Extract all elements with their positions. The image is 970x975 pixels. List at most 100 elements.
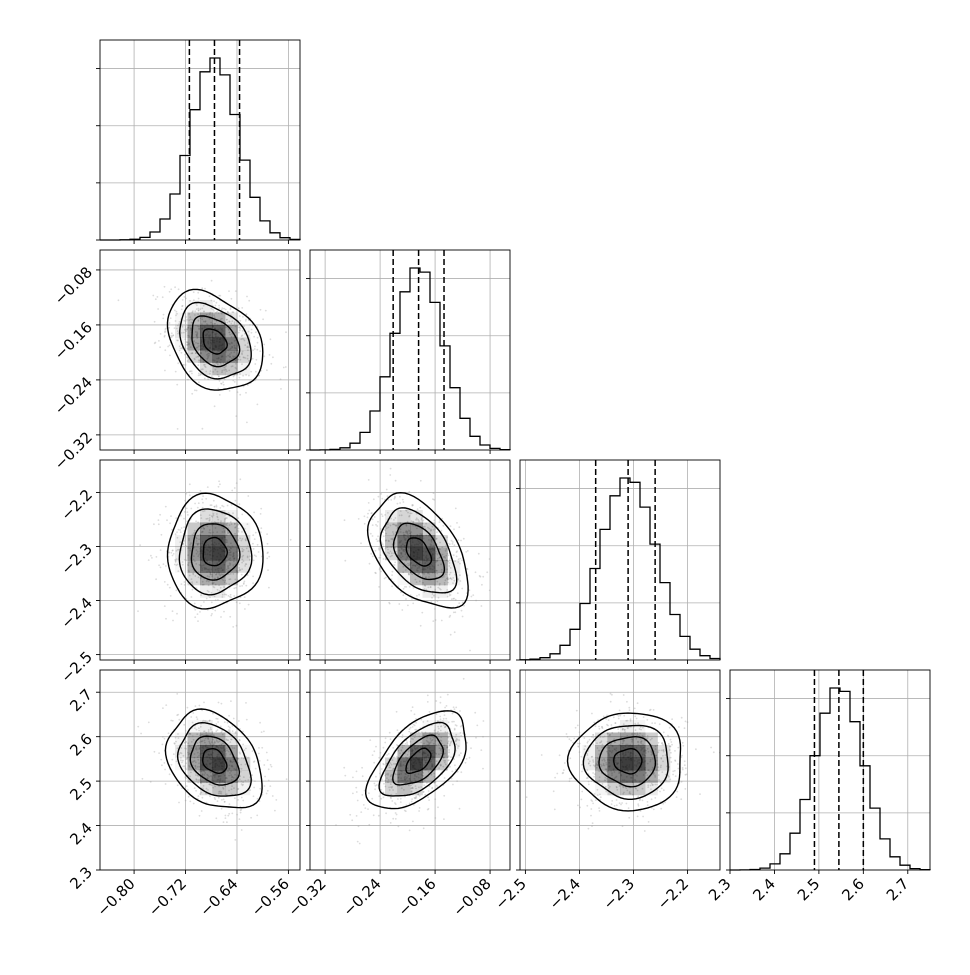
scatter-point	[406, 520, 409, 523]
scatter-point	[199, 514, 202, 516]
scatter-point	[195, 540, 198, 542]
contour-line-2	[191, 315, 241, 368]
scatter-point	[194, 727, 196, 729]
scatter-point	[197, 355, 200, 358]
scatter-point	[352, 792, 354, 795]
scatter-point	[399, 522, 402, 525]
scatter-point	[200, 527, 203, 530]
density-cell	[645, 782, 658, 796]
scatter-point	[227, 567, 229, 569]
scatter-point	[174, 559, 177, 562]
scatter-point	[204, 320, 207, 323]
scatter-point	[186, 511, 189, 513]
scatter-point	[421, 516, 424, 519]
scatter-point	[424, 731, 427, 734]
scatter-point	[241, 568, 244, 570]
scatter-point	[241, 555, 244, 558]
scatter-point	[405, 510, 408, 512]
scatter-point	[226, 522, 229, 525]
scatter-point	[592, 764, 595, 767]
scatter-point	[252, 349, 254, 351]
scatter-point	[609, 743, 612, 746]
scatter-point	[224, 518, 226, 521]
scatter-point	[655, 754, 658, 757]
scatter-point	[194, 310, 197, 313]
scatter-point	[659, 781, 662, 784]
scatter-point	[617, 717, 620, 720]
scatter-point	[681, 754, 683, 757]
scatter-point	[206, 486, 209, 488]
scatter-point	[650, 788, 652, 791]
scatter-point	[605, 778, 608, 780]
scatter-point	[452, 577, 455, 579]
scatter-point	[232, 564, 235, 566]
scatter-point	[195, 774, 197, 776]
scatter-point	[234, 526, 237, 529]
scatter-point	[565, 733, 568, 735]
scatter-point	[196, 613, 199, 615]
scatter-point	[176, 383, 179, 386]
scatter-point	[620, 803, 622, 806]
scatter-point	[626, 789, 629, 792]
scatter-point	[242, 549, 245, 551]
scatter-point	[613, 777, 616, 780]
scatter-point	[643, 830, 646, 832]
scatter-point	[190, 318, 192, 321]
scatter-point	[207, 736, 210, 739]
scatter-point	[190, 352, 193, 355]
scatter-point	[355, 786, 358, 789]
scatter-point	[684, 767, 687, 770]
scatter-point	[242, 338, 245, 340]
scatter-point	[641, 787, 644, 790]
scatter-point	[361, 794, 364, 796]
scatter-point	[191, 533, 194, 536]
scatter-point	[201, 796, 204, 799]
scatter-point	[409, 740, 412, 743]
tick-marks	[306, 491, 491, 664]
scatter-point	[200, 368, 203, 371]
scatter-point	[205, 313, 208, 316]
scatter-point	[200, 770, 203, 773]
scatter-point	[198, 563, 201, 566]
scatter-point	[174, 533, 177, 536]
density-cell	[225, 362, 238, 376]
scatter-point	[227, 328, 230, 330]
scatter-point	[380, 493, 383, 495]
scatter-point	[655, 769, 658, 771]
scatter-point	[241, 329, 244, 332]
scatter-point	[190, 596, 193, 598]
scatter-point	[184, 364, 187, 366]
scatter-point	[651, 737, 653, 740]
scatter-point	[244, 538, 247, 541]
scatter-point	[369, 532, 372, 535]
scatter-point	[245, 538, 247, 540]
scatter-point	[351, 819, 354, 822]
scatter-point	[403, 586, 406, 588]
scatter-point	[449, 567, 452, 569]
scatter-point	[225, 793, 228, 795]
scatter-point	[193, 753, 196, 755]
scatter-point	[590, 808, 593, 810]
scatter-point	[186, 347, 189, 350]
scatter-point	[575, 709, 578, 712]
scatter-point	[446, 552, 449, 555]
scatter-point	[169, 354, 171, 357]
scatter-point	[192, 760, 195, 763]
scatter-point	[250, 370, 253, 373]
scatter-point	[218, 375, 220, 378]
scatter-point	[181, 561, 184, 563]
scatter-point	[241, 363, 243, 366]
scatter-point	[649, 758, 652, 761]
scatter-point	[220, 702, 223, 705]
scatter-point	[239, 319, 242, 322]
scatter-point	[383, 763, 385, 766]
scatter-point	[674, 750, 676, 752]
scatter-point	[199, 781, 202, 784]
scatter-point	[202, 770, 205, 772]
scatter-point	[255, 370, 257, 373]
scatter-point	[151, 557, 153, 559]
scatter-point	[239, 770, 242, 773]
density-cell	[632, 732, 646, 746]
scatter-point	[634, 787, 637, 789]
y-tick-label: 2.7	[66, 685, 96, 715]
